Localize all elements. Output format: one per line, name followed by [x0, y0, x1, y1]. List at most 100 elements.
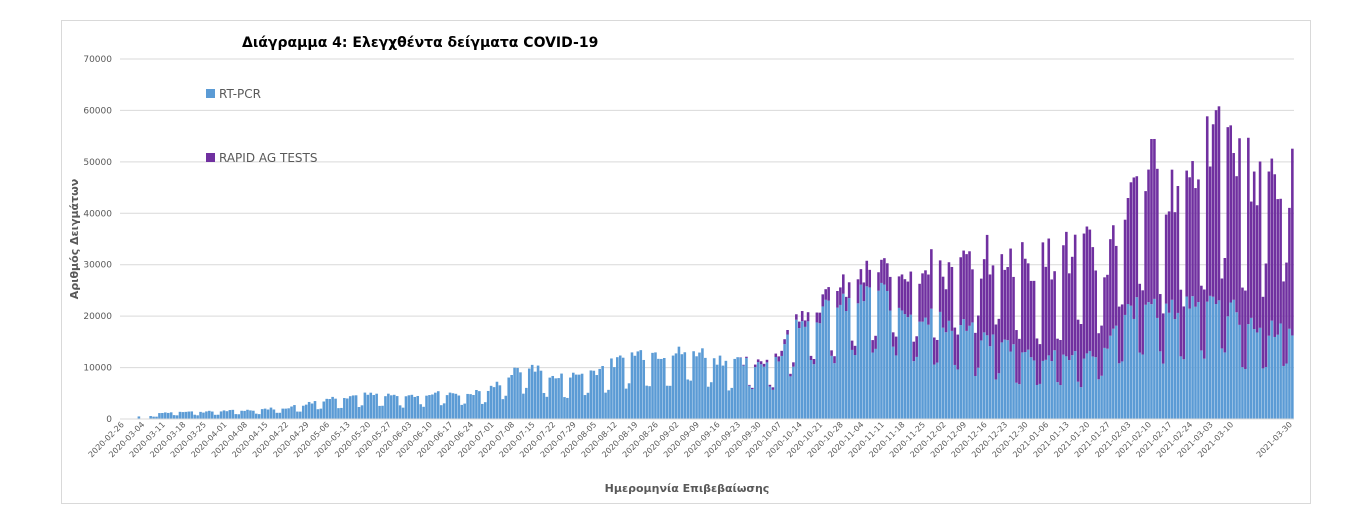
bar-rt-pcr	[727, 390, 731, 419]
bar-rapid-ag-tests	[997, 318, 1001, 374]
bar-rapid-ag-tests	[780, 350, 783, 356]
bar-rapid-ag-tests	[1170, 169, 1174, 300]
y-tick-label: 30000	[83, 261, 112, 271]
bar-rt-pcr	[1076, 381, 1080, 419]
bar-rapid-ag-tests	[1070, 256, 1074, 356]
y-axis-tick-labels: 0 10000 20000 30000 40000 50000 60000 70000	[83, 55, 112, 425]
bar-rapid-ag-tests	[1252, 171, 1256, 330]
bar-rapid-ag-tests	[815, 312, 819, 323]
bar-rapid-ag-tests	[1053, 271, 1056, 351]
bar-rapid-ag-tests	[918, 283, 921, 322]
bar-rt-pcr	[504, 395, 508, 419]
bar-rapid-ag-tests	[1267, 171, 1271, 336]
bar-rapid-ag-tests	[768, 384, 772, 387]
bar-rt-pcr	[718, 355, 722, 419]
bar-rt-pcr	[454, 393, 458, 419]
bar-rt-pcr	[613, 367, 616, 419]
bar-rt-pcr	[428, 395, 431, 419]
bar-rt-pcr	[977, 367, 980, 419]
bar-rapid-ag-tests	[1264, 263, 1268, 367]
bar-rt-pcr	[844, 311, 848, 419]
bar-rapid-ag-tests	[1229, 125, 1233, 303]
bar-rt-pcr	[1079, 387, 1083, 419]
bar-rt-pcr	[354, 395, 358, 419]
bar-rt-pcr	[695, 356, 698, 419]
bar-rapid-ag-tests	[783, 339, 786, 345]
bar-rapid-ag-tests	[1220, 278, 1224, 349]
bar-rapid-ag-tests	[965, 254, 968, 331]
bar-rt-pcr	[789, 376, 792, 419]
bar-rt-pcr	[624, 388, 628, 419]
bar-rapid-ag-tests	[1197, 179, 1200, 303]
bar-rapid-ag-tests	[1179, 289, 1183, 357]
legend-swatch-rt-pcr	[206, 89, 215, 98]
bar-rt-pcr	[1291, 335, 1294, 419]
bar-rt-pcr	[172, 415, 176, 419]
bar-rt-pcr	[507, 377, 510, 419]
bar-rt-pcr	[595, 375, 599, 419]
bar-rapid-ag-tests	[774, 353, 778, 357]
bar-rt-pcr	[938, 311, 942, 419]
bar-rt-pcr	[1144, 304, 1147, 419]
bar-rt-pcr	[971, 322, 974, 419]
bar-rt-pcr	[780, 355, 783, 419]
bar-rt-pcr	[460, 404, 464, 419]
bar-rt-pcr	[1068, 360, 1071, 419]
bar-rt-pcr	[554, 378, 557, 419]
bar-rt-pcr	[431, 394, 434, 419]
bar-rt-pcr	[859, 284, 863, 419]
bar-rt-pcr	[745, 357, 748, 419]
bar-rt-pcr	[457, 395, 461, 419]
bar-rapid-ag-tests	[1085, 226, 1089, 354]
bar-rt-pcr	[1288, 328, 1291, 419]
bar-rapid-ag-tests	[924, 270, 927, 318]
bar-rt-pcr	[533, 371, 537, 419]
bar-rt-pcr	[686, 379, 690, 419]
bar-rapid-ag-tests	[856, 279, 860, 304]
bar-rapid-ag-tests	[800, 311, 804, 322]
bar-rt-pcr	[633, 355, 637, 419]
bar-rt-pcr	[765, 362, 769, 419]
bar-rapid-ag-tests	[971, 269, 974, 323]
bar-rt-pcr	[545, 396, 549, 419]
bar-rapid-ag-tests	[1232, 153, 1235, 300]
bar-rapid-ag-tests	[1161, 313, 1165, 364]
bar-rt-pcr	[982, 332, 986, 419]
bar-rapid-ag-tests	[797, 321, 801, 329]
bar-rt-pcr	[1073, 351, 1077, 419]
bar-rt-pcr	[439, 405, 443, 419]
legend-label-rt-pcr: RT-PCR	[219, 87, 261, 101]
bar-rapid-ag-tests	[871, 340, 874, 353]
bar-rt-pcr	[1232, 299, 1235, 419]
bar-rt-pcr	[1091, 356, 1095, 419]
bar-rt-pcr	[210, 411, 214, 419]
bar-rt-pcr	[842, 293, 845, 419]
bar-rt-pcr	[1147, 302, 1150, 419]
bar-rt-pcr	[178, 411, 182, 419]
bar-rt-pcr	[1214, 303, 1218, 419]
bar-rt-pcr	[1135, 297, 1139, 419]
bar-rapid-ag-tests	[830, 350, 833, 356]
bar-rt-pcr	[642, 359, 646, 419]
bar-rt-pcr	[149, 416, 152, 419]
bar-rt-pcr	[569, 377, 572, 419]
bar-rt-pcr	[299, 411, 302, 419]
bar-rapid-ag-tests	[803, 320, 807, 327]
bar-rt-pcr	[489, 385, 493, 419]
bar-rapid-ag-tests	[900, 274, 904, 311]
bar-rt-pcr	[924, 317, 927, 419]
bar-rt-pcr	[310, 403, 314, 419]
bar-rt-pcr	[762, 366, 766, 419]
bar-rt-pcr	[950, 330, 954, 419]
bar-rt-pcr	[1158, 351, 1162, 419]
bar-rt-pcr	[363, 392, 367, 419]
bar-rapid-ag-tests	[1091, 247, 1095, 357]
bar-rt-pcr	[228, 410, 232, 419]
bar-rt-pcr	[155, 416, 158, 419]
bar-rt-pcr	[824, 299, 827, 419]
bar-rt-pcr	[598, 368, 601, 419]
bar-rapid-ag-tests	[886, 263, 889, 291]
legend-swatch-rapid-ag-tests	[206, 153, 215, 162]
bar-rapid-ag-tests	[786, 329, 789, 335]
bar-rt-pcr	[495, 381, 499, 419]
